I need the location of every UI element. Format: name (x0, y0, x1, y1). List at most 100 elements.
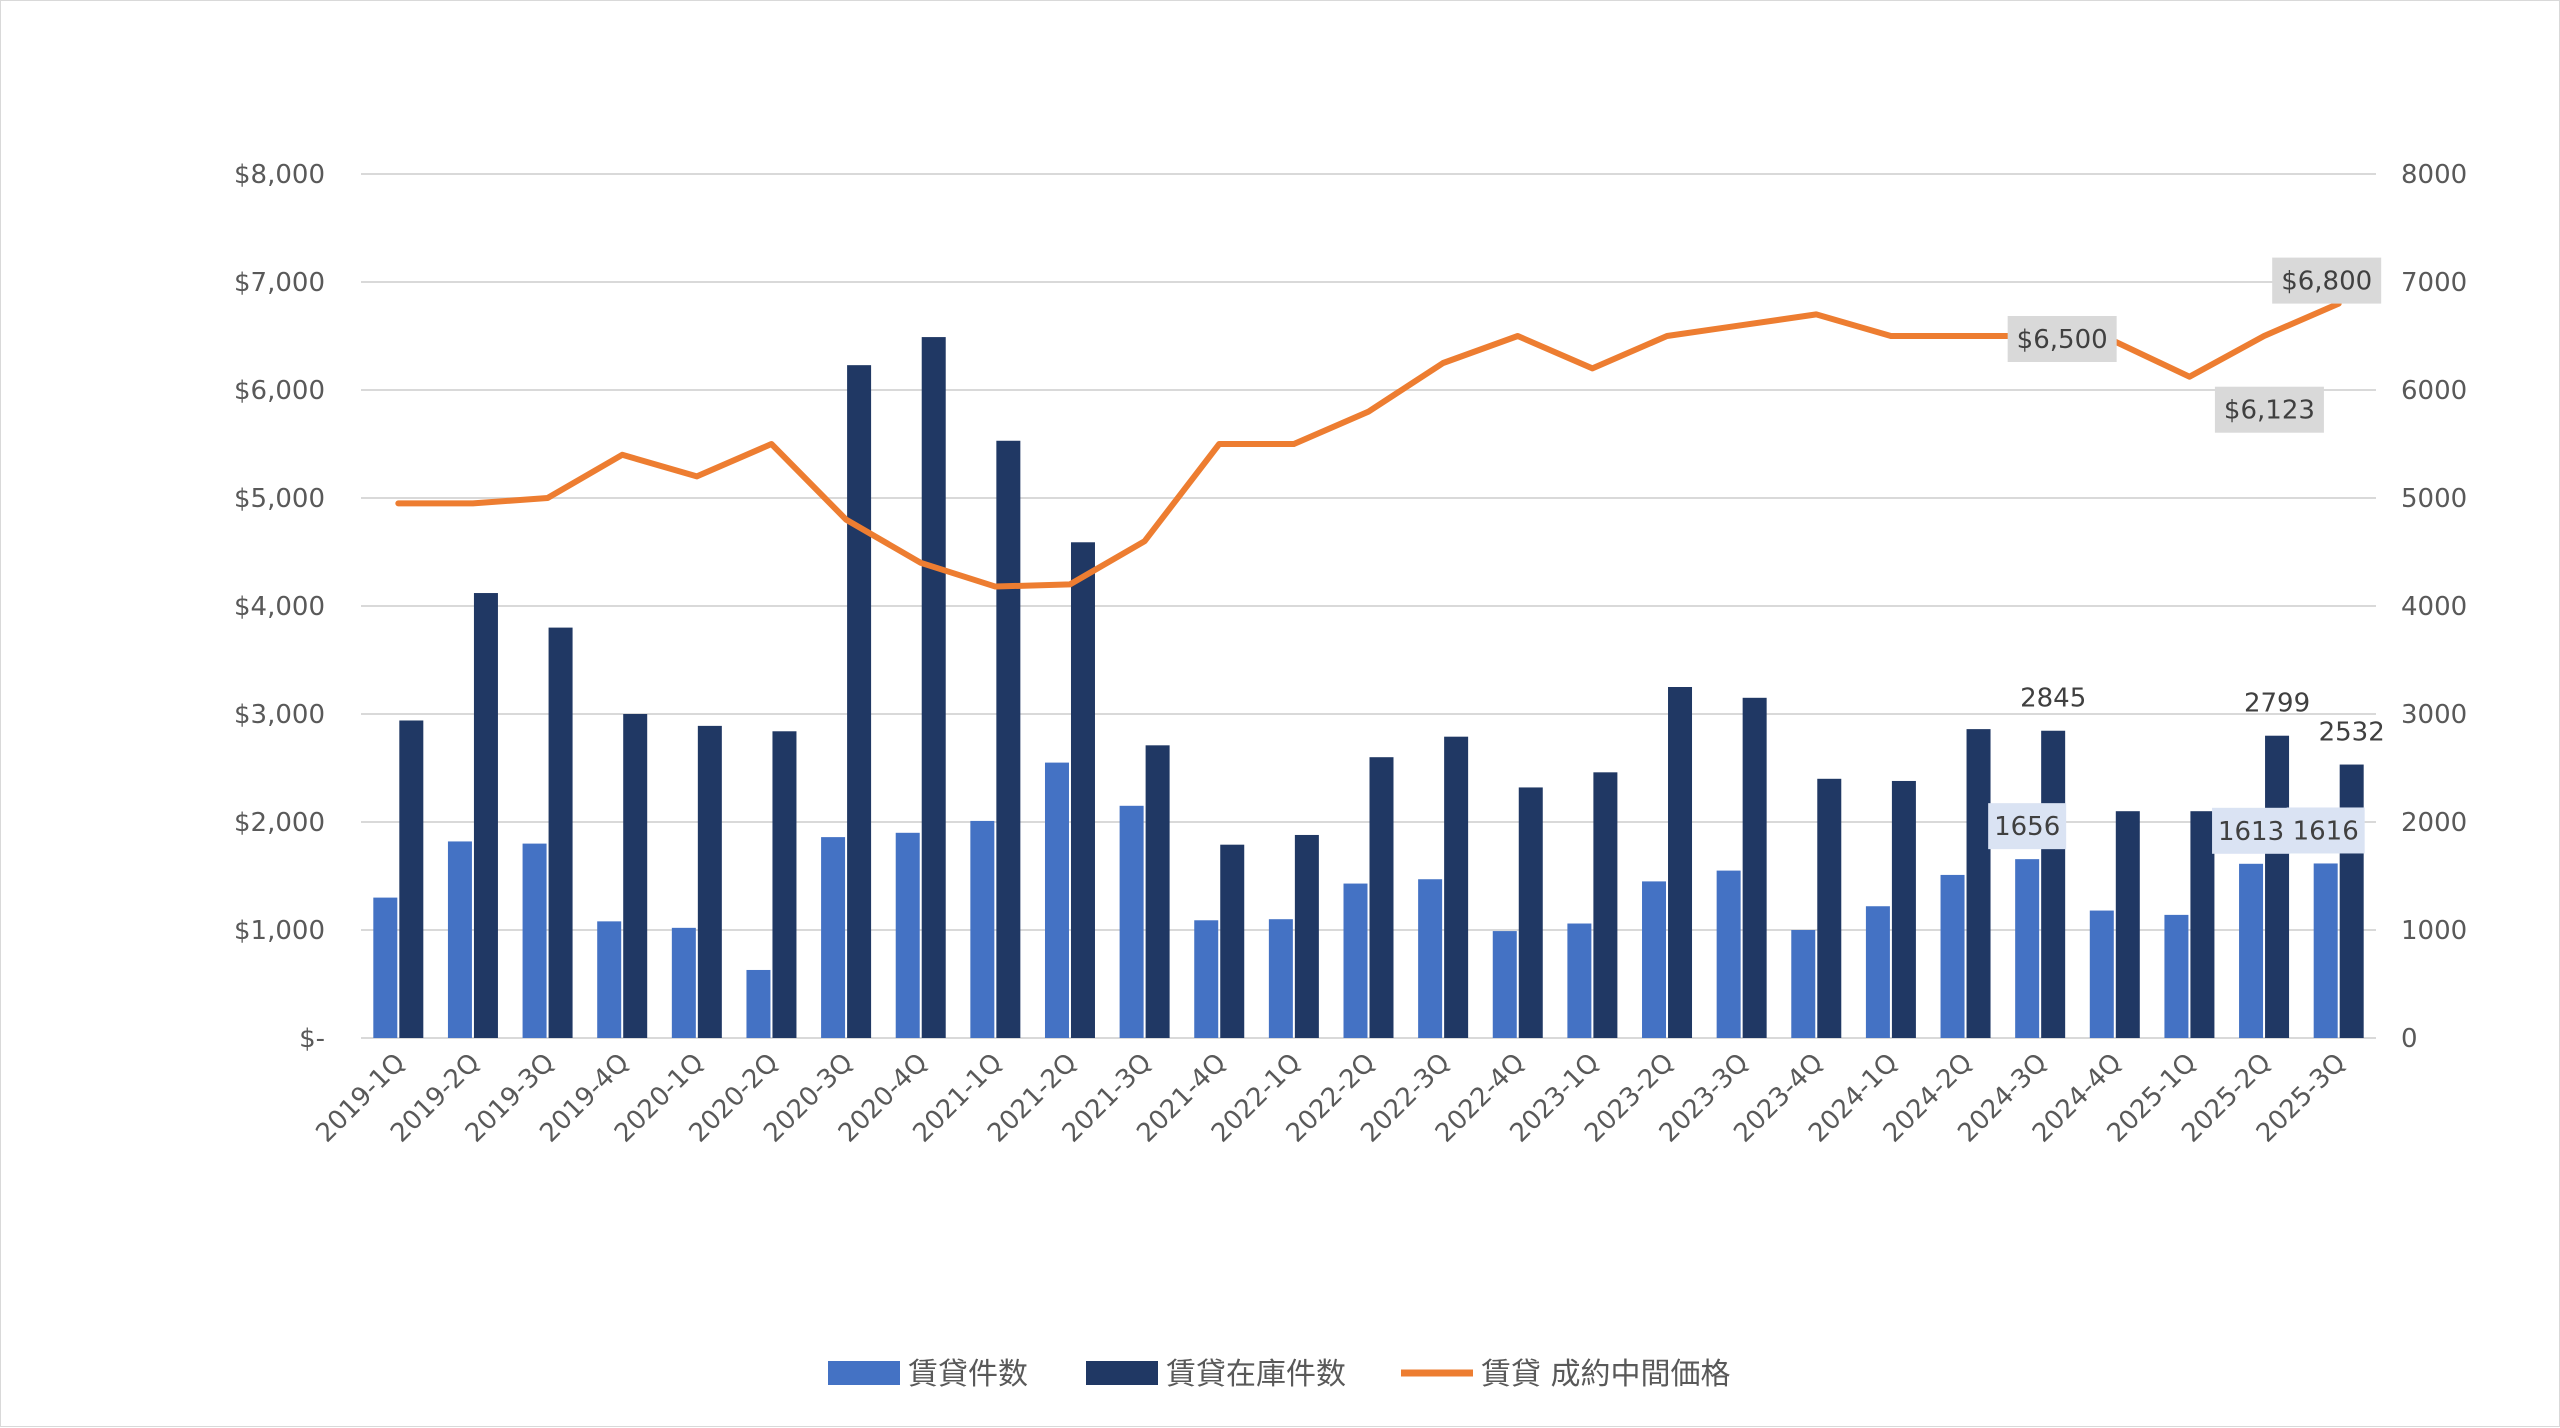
left-tick-label: $5,000 (234, 484, 325, 514)
bar-rentals (1418, 879, 1443, 1038)
bar-inventory (1891, 780, 1916, 1038)
right-tick-label: 2000 (2401, 808, 2467, 838)
bar-rentals (522, 843, 547, 1038)
bar-rentals (895, 832, 920, 1038)
legend-label: 賃貸在庫件数 (1166, 1357, 1346, 1392)
right-tick-label: 5000 (2401, 484, 2467, 514)
bar-rentals (2089, 910, 2114, 1038)
bar-inventory (1518, 787, 1543, 1038)
bar-inventory (921, 337, 946, 1039)
bar-inventory (1593, 772, 1618, 1038)
right-tick-label: 1000 (2401, 916, 2467, 946)
left-tick-label: $1,000 (234, 916, 325, 946)
bar-inventory (1220, 844, 1245, 1038)
bar-inventory (697, 725, 722, 1038)
data-label: 1656 (1994, 812, 2060, 842)
data-label-box (1988, 803, 2067, 850)
data-labels: 1656 1613 1616 2845 2799 2532 $6,500 $6,123 $6,8… (1988, 257, 2385, 854)
bar-rentals (597, 921, 622, 1038)
bar-inventory (399, 720, 424, 1038)
legend: 賃貸件数 賃貸在庫件数 賃貸 成約中間価格 (828, 1357, 1731, 1392)
legend-label: 賃貸 成約中間価格 (1481, 1357, 1731, 1392)
bar-rentals (970, 820, 995, 1038)
bar-rentals (2313, 863, 2338, 1038)
bar-inventory (2041, 730, 2066, 1038)
bar-rentals (746, 969, 771, 1038)
data-label-box (2272, 257, 2382, 304)
bar-series (373, 337, 2364, 1039)
bar-rentals (671, 927, 696, 1038)
left-tick-label: $2,000 (234, 808, 325, 838)
bar-rentals (2015, 859, 2040, 1038)
left-tick-label: $7,000 (234, 268, 325, 298)
data-label: 1613 (2218, 817, 2284, 847)
bar-rentals (1642, 881, 1667, 1038)
right-tick-label: 6000 (2401, 376, 2467, 406)
bar-inventory (473, 593, 498, 1038)
bar-rentals (1343, 883, 1368, 1038)
left-axis: $- $1,000 $2,000 $3,000 $4,000 $5,000 $6,000 $7… (234, 160, 325, 1054)
bar-rentals (2239, 863, 2264, 1038)
bar-rentals (821, 837, 846, 1038)
bar-rentals (2164, 914, 2189, 1038)
bar-inventory (1070, 542, 1095, 1038)
data-label-box (2214, 386, 2324, 433)
bar-inventory (623, 714, 648, 1038)
bar-inventory (2265, 735, 2290, 1038)
bar-rentals (1940, 874, 1965, 1038)
bar-inventory (847, 365, 872, 1038)
bar-inventory (1966, 729, 1991, 1038)
bar-rentals (1194, 920, 1219, 1038)
data-label: 2845 (2020, 684, 2086, 714)
bar-inventory (772, 731, 797, 1038)
right-tick-label: 4000 (2401, 592, 2467, 622)
data-label: $6,123 (2224, 396, 2315, 426)
legend-swatch (828, 1361, 900, 1385)
bar-inventory (996, 440, 1021, 1038)
bar-rentals (1716, 870, 1741, 1038)
right-tick-label: 3000 (2401, 700, 2467, 730)
bar-inventory (1145, 745, 1170, 1038)
data-label: $6,800 (2281, 267, 2372, 297)
left-tick-label: $3,000 (234, 700, 325, 730)
bar-rentals (447, 841, 472, 1038)
left-tick-label: $4,000 (234, 592, 325, 622)
data-label-box (2007, 316, 2117, 362)
right-tick-label: 8000 (2401, 160, 2467, 190)
bar-inventory (1369, 757, 1394, 1038)
bar-rentals (1044, 762, 1069, 1038)
legend-label: 賃貸件数 (908, 1357, 1028, 1392)
bar-rentals (373, 897, 398, 1038)
bar-rentals (1268, 919, 1293, 1038)
bar-rentals (1492, 931, 1517, 1038)
data-label: 2532 (2319, 718, 2385, 748)
bar-rentals (1567, 923, 1592, 1038)
data-label: 1616 (2293, 816, 2359, 846)
bar-inventory (548, 627, 573, 1038)
right-tick-label: 0 (2401, 1024, 2418, 1054)
gridlines (361, 173, 2376, 1039)
data-label: 2799 (2244, 689, 2310, 719)
bar-rentals (1791, 930, 1816, 1038)
right-axis: 0 1000 2000 3000 4000 5000 6000 7000 8000 (2401, 160, 2467, 1054)
left-tick-label: $- (299, 1024, 325, 1054)
bar-inventory (1668, 687, 1693, 1038)
left-tick-label: $6,000 (234, 376, 325, 406)
bar-inventory (1742, 697, 1767, 1038)
bar-inventory (2115, 811, 2140, 1038)
bar-inventory (1444, 736, 1469, 1038)
legend-swatch (1086, 1361, 1158, 1385)
bar-rentals (1865, 906, 1890, 1038)
left-tick-label: $8,000 (234, 160, 325, 190)
bar-rentals (1119, 805, 1144, 1038)
bar-inventory (2339, 764, 2364, 1038)
right-tick-label: 7000 (2401, 268, 2467, 298)
data-label-box (2212, 807, 2291, 854)
data-label: $6,500 (2017, 325, 2108, 355)
category-axis: 2019-1Q2019-2Q2019-3Q2019-4Q2020-1Q2020-… (310, 1048, 2351, 1149)
bar-inventory (1817, 778, 1842, 1038)
bar-inventory (2190, 811, 2215, 1038)
bar-inventory (1294, 834, 1319, 1038)
